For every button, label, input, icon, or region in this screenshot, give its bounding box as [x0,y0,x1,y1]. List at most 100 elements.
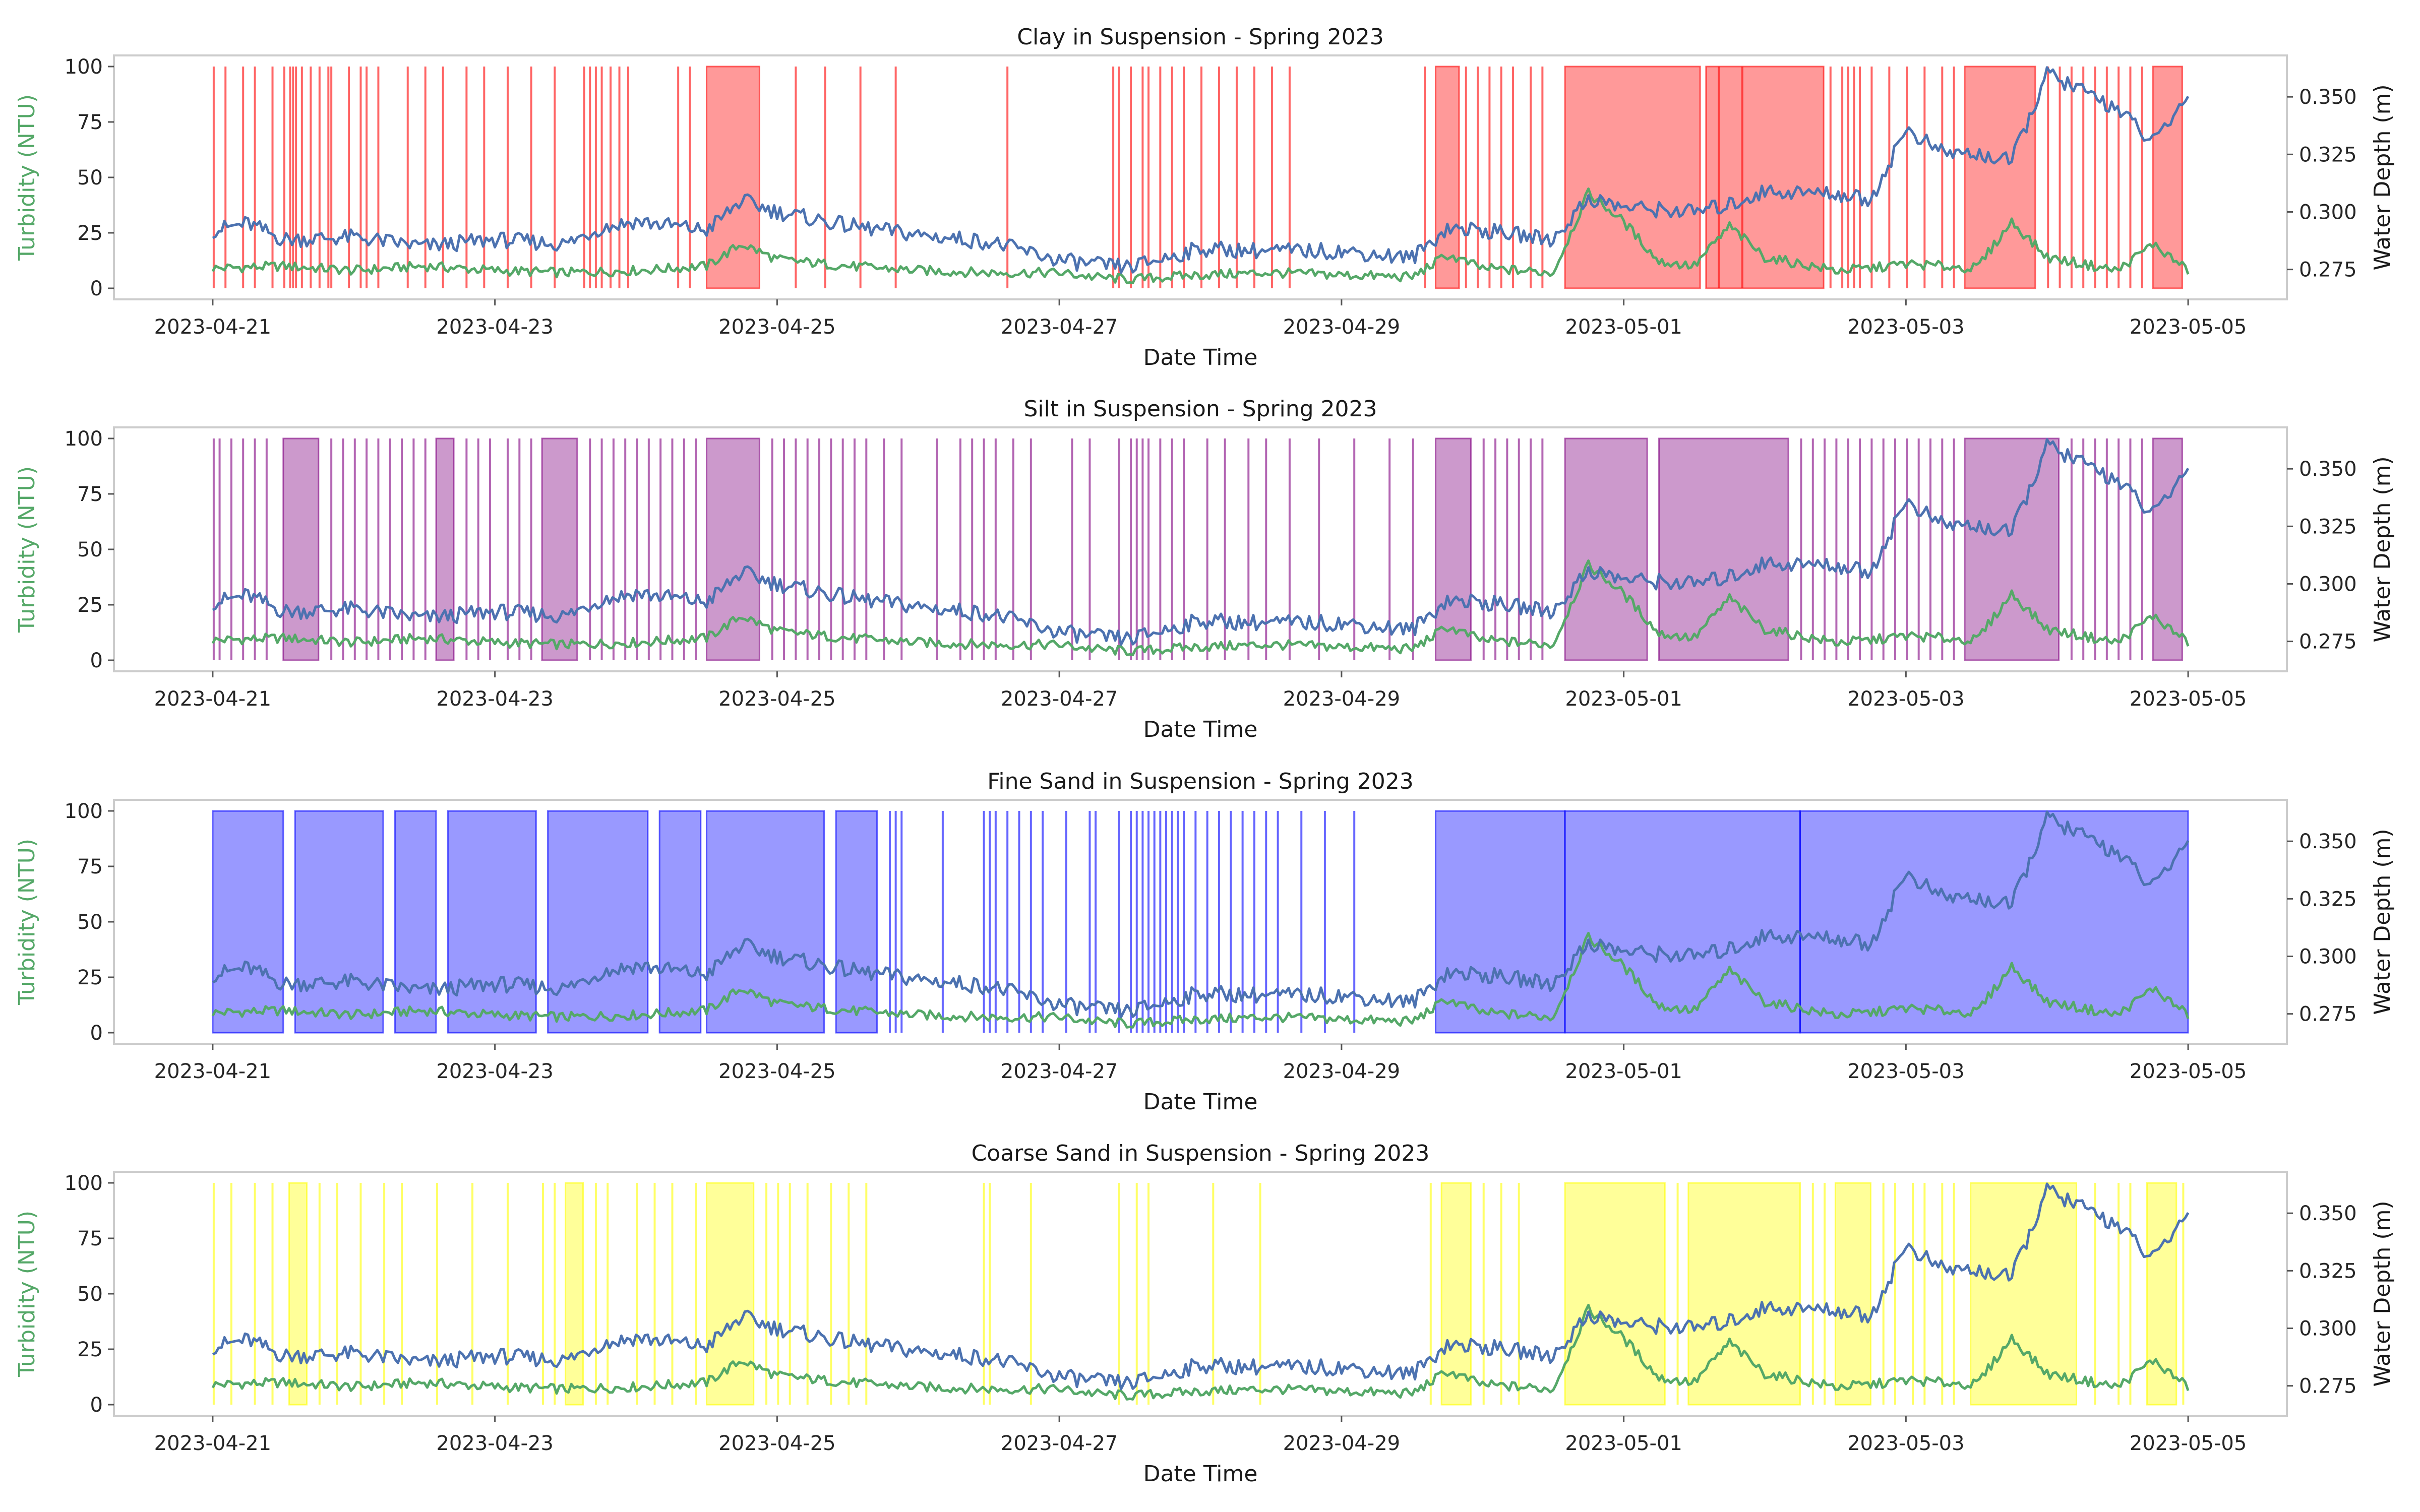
x-tick-label: 2023-05-01 [1565,316,1682,339]
highlight-line [607,1183,609,1405]
y2-tick-label: 0.300 [2299,1317,2357,1340]
highlight-line [1941,1183,1944,1405]
highlight-line [589,67,591,288]
y2-axis-label: Water Depth (m) [2370,84,2395,270]
highlight-line [894,811,897,1033]
highlight-line [1183,438,1185,660]
highlight-line [2129,67,2132,288]
highlight-line [2047,67,2049,288]
highlight-spans [212,66,2183,289]
highlight-line [436,1183,439,1405]
highlight-line [789,1183,791,1405]
highlight-line [1265,811,1267,1033]
highlight-line [377,438,380,660]
highlight-line [1888,67,1891,288]
highlight-span [1434,437,1472,661]
highlight-line [1171,811,1173,1033]
highlight-line [1912,1183,1914,1405]
highlight-line [853,438,856,660]
highlight-line [1147,67,1150,288]
highlight-line [830,1183,832,1405]
y-tick-label: 50 [77,538,103,561]
highlight-line [2094,438,2096,660]
highlight-line [1230,811,1232,1033]
highlight-line [1030,811,1032,1033]
highlight-line [1130,67,1132,288]
highlight-line [1171,438,1173,660]
y-tick-label: 100 [65,1172,103,1195]
subplot-panel: Silt in Suspension - Spring 2023 2023-04-… [14,396,2395,742]
x-tick-label: 2023-05-01 [1565,1432,1682,1455]
highlight-line [1318,438,1320,660]
highlight-line [336,1183,338,1405]
highlight-line [1741,67,1743,288]
highlight-line [695,1183,697,1405]
highlight-line [1265,438,1267,660]
subplot-panel: Clay in Suspension - Spring 2023 2023-04-… [14,24,2395,370]
y-tick-label: 75 [77,483,103,506]
highlight-line [1676,1183,1679,1405]
y-axis-label: Turbidity (NTU) [14,1211,40,1377]
highlight-line [888,811,891,1033]
highlight-line [583,67,585,288]
highlight-line [483,67,486,288]
highlight-line [1177,811,1179,1033]
highlight-line [1800,438,1802,660]
highlight-line [1488,67,1491,288]
highlight-line [218,438,221,660]
highlight-line [1141,438,1144,660]
highlight-line [1718,67,1720,288]
highlight-line [1953,438,1955,660]
highlight-span [1964,66,2036,289]
chart-title: Coarse Sand in Suspension - Spring 2023 [972,1141,1430,1166]
highlight-line [983,811,985,1033]
y2-tick-label: 0.350 [2299,1202,2357,1225]
x-tick-label: 2023-04-21 [154,316,271,339]
y-axis-label: Turbidity (NTU) [14,839,40,1005]
x-tick-label: 2023-04-25 [718,316,835,339]
highlight-line [1206,438,1208,660]
chart-title: Silt in Suspension - Spring 2023 [1023,396,1377,422]
y-tick-label: 25 [77,966,103,989]
y-tick-label: 75 [77,111,103,134]
highlight-line [900,811,903,1033]
highlight-line [659,438,662,660]
highlight-span [394,810,437,1034]
x-tick-label: 2023-04-25 [718,1060,835,1083]
highlight-line [465,438,468,660]
highlight-line [1030,438,1032,660]
highlight-line [230,438,232,660]
highlight-line [618,67,621,288]
highlight-line [636,1183,638,1405]
highlight-line [1512,67,1515,288]
y-tick-label: 0 [90,277,103,300]
highlight-line [366,67,368,288]
y2-tick-label: 0.350 [2299,86,2357,109]
highlight-line [2094,1183,2096,1405]
highlight-span [1964,437,2060,661]
highlight-span [1434,810,1566,1034]
highlight-line [818,438,821,660]
highlight-span [1658,437,1789,661]
highlight-line [671,438,674,660]
y2-tick-label: 0.300 [2299,945,2357,968]
highlight-line [2141,438,2143,660]
highlight-line [1042,811,1044,1033]
highlight-line [959,438,961,660]
highlight-line [1323,811,1326,1033]
highlight-line [212,67,215,288]
highlight-line [989,811,991,1033]
highlight-line [554,1183,556,1405]
highlight-line [795,67,797,288]
turbidity-line [211,1304,2190,1401]
highlight-line [1518,438,1520,660]
highlight-span [658,810,702,1034]
y2-tick-label: 0.275 [2299,1003,2357,1026]
highlight-line [318,1183,321,1405]
y2-axis-label: Water Depth (m) [2370,1201,2395,1387]
x-tick-label: 2023-04-27 [1001,687,1118,711]
highlight-line [2118,438,2120,660]
highlight-line [1135,811,1138,1033]
x-tick-label: 2023-04-27 [1001,316,1118,339]
y-tick-label: 0 [90,649,103,672]
